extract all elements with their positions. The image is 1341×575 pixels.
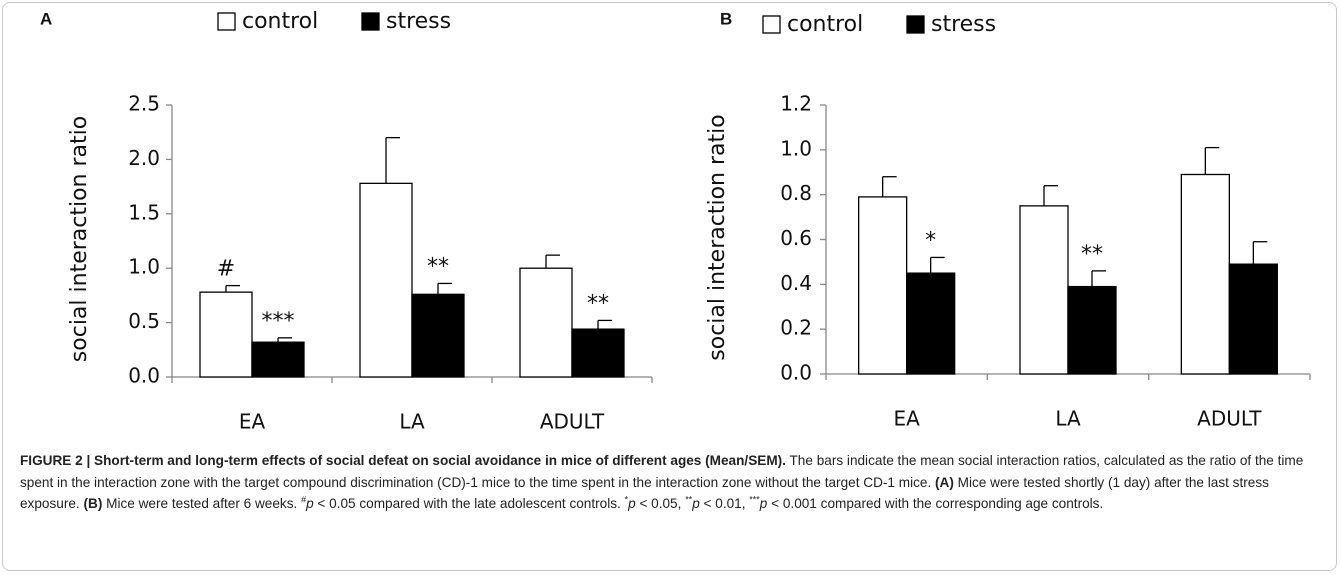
caption-italic: p <box>628 496 636 511</box>
y-axis-label: social interaction ratio <box>67 116 92 362</box>
caption-normal: < 0.05 compared with the late adolescent… <box>313 496 625 511</box>
y-tick-label: 1.2 <box>780 92 812 116</box>
legend-label: stress <box>931 12 996 37</box>
caption-normal: Mice were tested shortly (1 day) after t… <box>20 474 1269 512</box>
legend-label: stress <box>386 9 451 34</box>
bar <box>359 182 413 378</box>
bar <box>1180 173 1230 375</box>
caption-normal: The bars indicate the mean social intera… <box>20 453 1304 490</box>
y-tick-label: 1.5 <box>128 200 160 224</box>
caption-sup: # <box>301 494 307 505</box>
caption-normal: < 0.05, <box>635 496 686 511</box>
bar <box>1019 205 1069 375</box>
caption-normal: < 0.01, <box>699 496 750 511</box>
bar <box>251 341 305 378</box>
legend-label: control <box>242 9 318 34</box>
panel-letter: B <box>720 9 732 28</box>
y-tick-label: 0.5 <box>128 309 160 333</box>
caption-bold: (B) <box>83 496 103 511</box>
y-tick-label: 1.0 <box>780 136 812 160</box>
x-tick-label: EA <box>239 410 266 434</box>
y-tick-label: 2.5 <box>128 92 160 116</box>
bar <box>858 196 908 375</box>
caption-sup: *** <box>749 494 760 505</box>
legend-swatch <box>217 12 236 31</box>
legend-swatch <box>906 15 925 34</box>
caption-italic: p <box>306 496 314 511</box>
caption-italic: p <box>759 496 768 511</box>
legend-swatch <box>762 15 781 34</box>
x-tick-label: LA <box>1055 407 1081 431</box>
figure-caption: FIGURE 2 | Short-term and long-term effe… <box>20 450 1320 515</box>
y-tick-label: 0.6 <box>780 226 812 250</box>
caption-sup: ** <box>685 494 693 505</box>
legend-swatch <box>361 12 380 31</box>
bar <box>571 328 625 378</box>
bar <box>411 293 465 378</box>
y-tick-label: 0.0 <box>128 364 160 388</box>
caption-italic: p <box>692 496 700 511</box>
x-tick-label: EA <box>894 407 921 431</box>
x-tick-label: LA <box>399 410 425 434</box>
y-tick-label: 0.8 <box>780 181 812 205</box>
caption-normal: Mice were tested after 6 weeks. <box>102 496 302 511</box>
caption-bold: FIGURE 2 | Short-term and long-term effe… <box>20 453 786 468</box>
significance-label: # <box>217 257 235 282</box>
panel-letter: A <box>40 9 52 28</box>
bar <box>519 267 573 378</box>
x-tick-label: ADULT <box>1197 407 1262 431</box>
caption-sup: * <box>624 494 629 505</box>
y-tick-label: 0.2 <box>780 316 812 340</box>
bar <box>1228 263 1278 375</box>
y-tick-label: 1.0 <box>128 255 160 279</box>
significance-label: ** <box>587 291 609 316</box>
significance-label: ** <box>1081 242 1103 267</box>
y-tick-label: 0.0 <box>780 361 812 385</box>
significance-label: * <box>925 228 936 253</box>
y-tick-label: 0.4 <box>780 271 812 295</box>
significance-label: ** <box>427 254 449 279</box>
bar <box>199 291 253 378</box>
y-tick-label: 2.0 <box>128 146 160 170</box>
bar <box>906 272 956 375</box>
legend-label: control <box>787 12 863 37</box>
caption-bold: (A) <box>935 474 954 490</box>
y-axis-label: social interaction ratio <box>705 114 730 360</box>
significance-label: *** <box>262 309 295 334</box>
x-tick-label: ADULT <box>540 410 605 434</box>
bar <box>1067 285 1117 375</box>
caption-normal: < 0.001 compared with the corresponding … <box>767 496 1104 511</box>
